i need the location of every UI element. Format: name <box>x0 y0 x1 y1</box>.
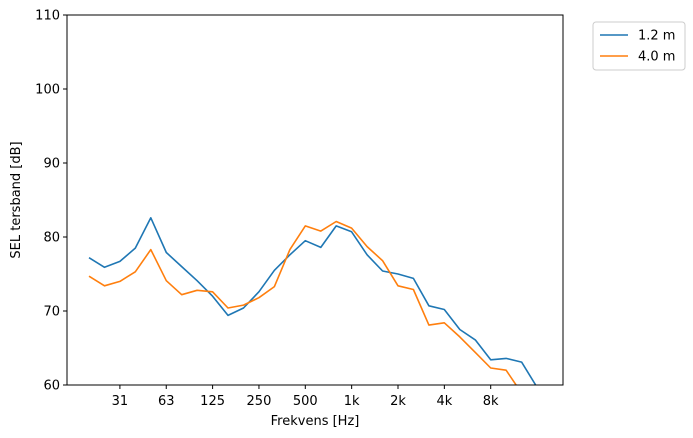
plot-frame <box>66 14 564 386</box>
x-tick-label: 31 <box>112 394 129 409</box>
x-tick-label: 125 <box>200 394 225 409</box>
y-tick-label: 100 <box>35 83 60 98</box>
x-tick-label: 500 <box>293 394 318 409</box>
y-axis-ticks: 60 70 80 90 100 110 <box>35 9 67 394</box>
x-axis-label: Frekvens [Hz] <box>271 414 360 429</box>
legend-frame <box>592 21 686 71</box>
y-tick-label: 90 <box>43 157 60 172</box>
y-tick-label: 80 <box>43 231 60 246</box>
y-axis-label: SEL tersband [dB] <box>9 141 24 258</box>
legend-label: 4.0 m <box>638 50 675 65</box>
x-tick-label: 2k <box>390 394 406 409</box>
x-tick-label: 4k <box>436 394 452 409</box>
series-line-4-0-m <box>88 220 518 385</box>
x-tick-label: 8k <box>483 394 499 409</box>
y-tick-label: 110 <box>35 9 60 24</box>
x-axis-ticks: 31 63 125 250 500 1k 2k 4k 8k <box>112 385 499 409</box>
x-tick-label: 250 <box>247 394 272 409</box>
y-tick-label: 70 <box>43 305 60 320</box>
legend: 1.2 m 4.0 m <box>592 21 686 71</box>
x-tick-label: 1k <box>344 394 360 409</box>
series-line-1-2-m <box>88 217 537 385</box>
x-tick-label: 63 <box>158 394 175 409</box>
y-tick-label: 60 <box>43 379 60 394</box>
legend-label: 1.2 m <box>638 29 675 44</box>
series-lines <box>88 217 537 385</box>
